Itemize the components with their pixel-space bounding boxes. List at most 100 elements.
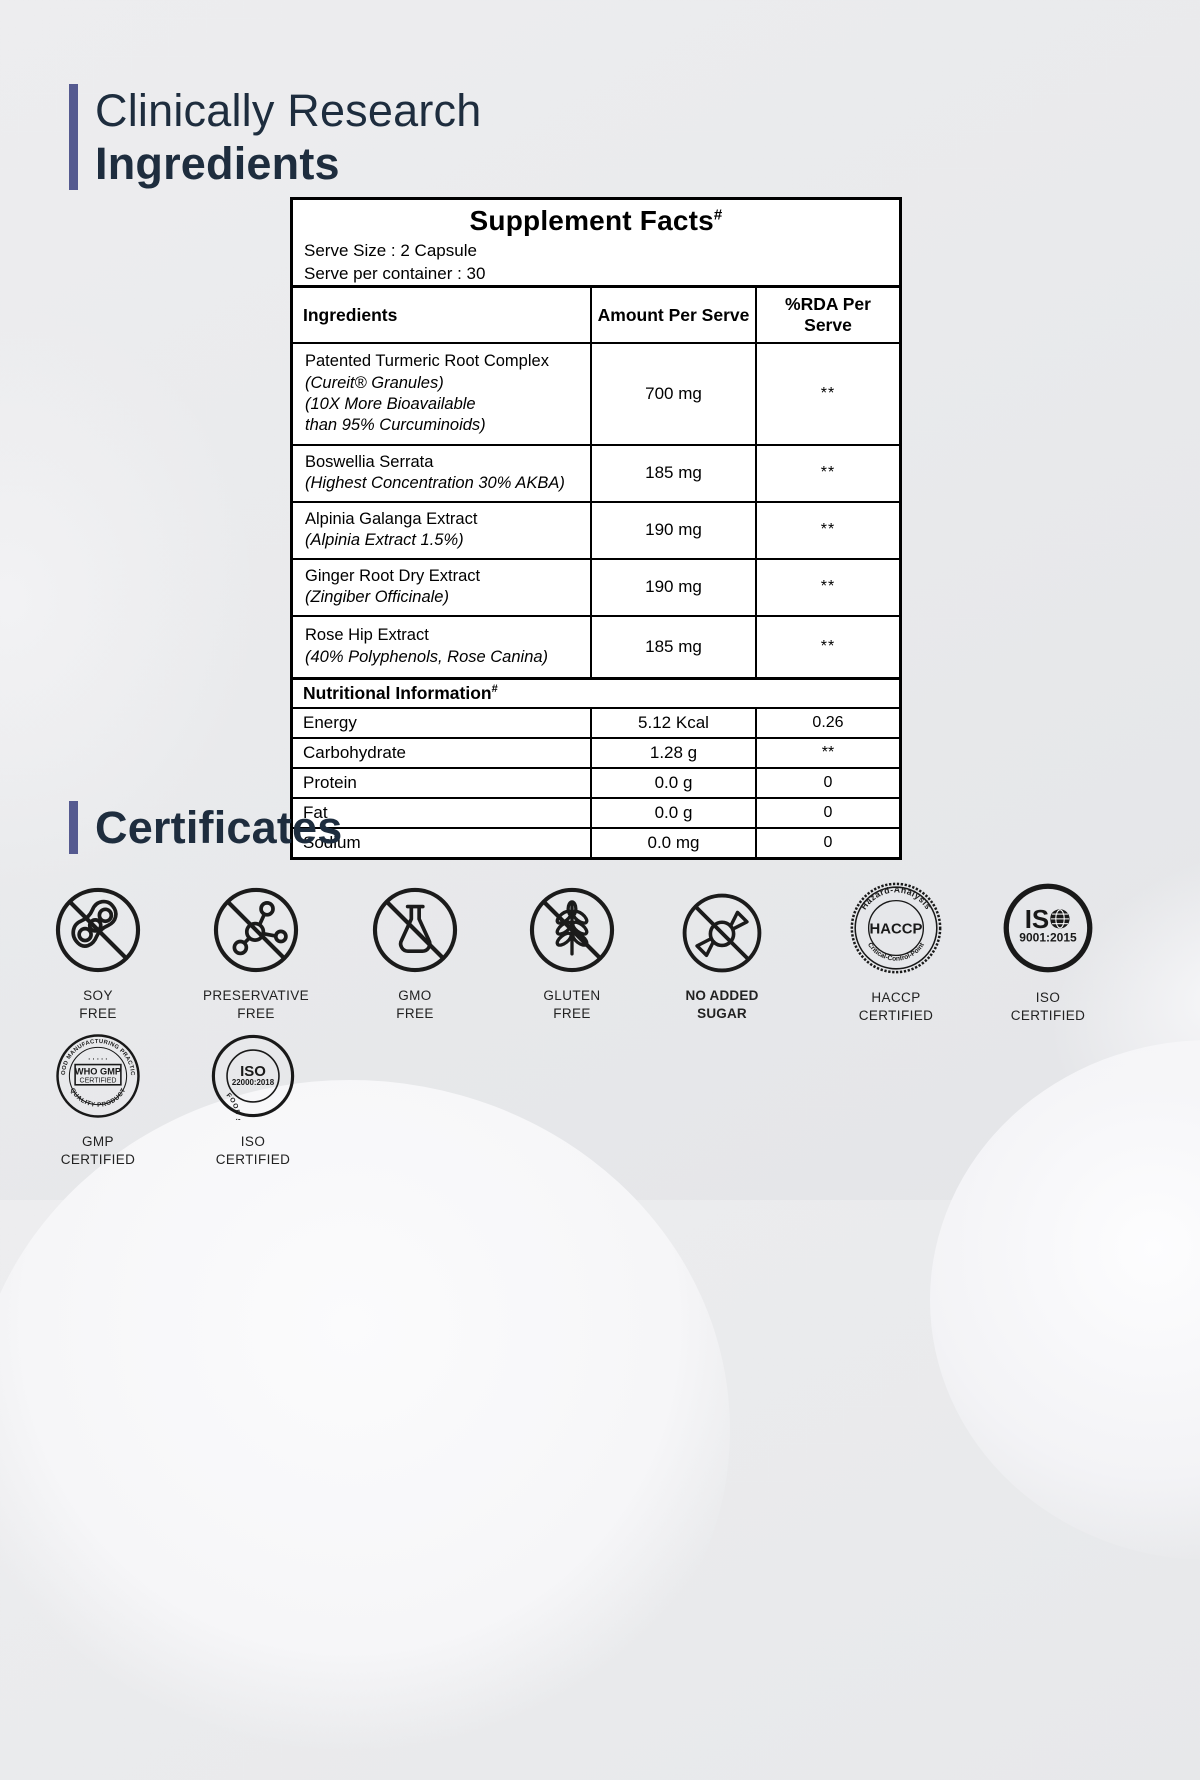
iso-22000-badge-icon: FOOD SAFETY MANAGEMENT SYSTEM ISO 22000:…: [209, 1034, 295, 1120]
cert-label-line: GMP: [82, 1134, 114, 1149]
col-header-ingredients: Ingredients: [303, 304, 398, 325]
iso-22000-year-text: 22000:2018: [232, 1078, 275, 1087]
ingredient-name: Rose Hip Extract (40% Polyphenols, Rose …: [293, 617, 590, 677]
ingredient-line: Rose Hip Extract: [305, 626, 429, 645]
amount-value: 0.0 g: [590, 768, 755, 797]
table-row: Alpinia Galanga Extract (Alpinia Extract…: [293, 500, 899, 558]
amount-value: 0.0 mg: [590, 828, 755, 857]
background-blob: [0, 1080, 730, 1780]
rda-value: **: [755, 559, 899, 615]
cert-gmo-free: GMO FREE: [333, 884, 497, 1023]
cert-preservative-free: PRESERVATIVE FREE: [174, 884, 338, 1023]
ingredient-line: (40% Polyphenols, Rose Canina): [305, 647, 549, 666]
svg-text:Hazard-Analysis: Hazard-Analysis: [859, 884, 934, 911]
ingredient-line: Ginger Root Dry Extract: [305, 566, 481, 585]
table-row: Ginger Root Dry Extract (Zingiber Offici…: [293, 557, 899, 615]
supplement-facts-title-text: Supplement Facts: [469, 205, 714, 236]
rda-value: 0: [755, 798, 899, 827]
iso-9001-badge-icon: ISO 9001:2015: [1003, 883, 1093, 973]
ingredient-name: Alpinia Galanga Extract (Alpinia Extract…: [293, 503, 590, 558]
supplement-facts-title: Supplement Facts#: [293, 200, 899, 239]
cert-label: NO ADDED SUGAR: [640, 987, 804, 1023]
rda-value: **: [755, 616, 899, 677]
cert-label: ISO CERTIFIED: [171, 1133, 335, 1169]
cert-iso-22000: FOOD SAFETY MANAGEMENT SYSTEM ISO 22000:…: [171, 1032, 335, 1169]
iso-9001-year-text: 9001:2015: [1019, 930, 1077, 944]
gmp-arc-bottom-text: QUALITY PRODUCT: [68, 1087, 127, 1109]
rda-value: **: [755, 738, 899, 767]
gmp-badge-icon: GOOD MANUFACTURING PRACTICE · · · · · WH…: [54, 1032, 140, 1118]
amount-value: 700 mg: [590, 344, 755, 444]
nutrition-row: Carbohydrate 1.28 g **: [293, 736, 899, 767]
cert-label: PRESERVATIVE FREE: [174, 987, 338, 1023]
iso-22000-text: ISO: [240, 1063, 266, 1080]
nutrient-name: Sodium: [303, 832, 361, 852]
nutrient-name: Fat: [303, 802, 328, 822]
no-added-sugar-icon: [682, 893, 762, 973]
section-heading-ingredients: Clinically Research Ingredients: [69, 84, 481, 191]
col-header-amount: Amount Per Serve: [590, 288, 755, 342]
ingredient-line: (Zingiber Officinale): [305, 588, 449, 607]
gluten-free-icon: [529, 887, 615, 973]
haccp-arc-top-text: Hazard-Analysis: [859, 884, 933, 911]
col-header-rda: %RDA Per Serve: [755, 288, 899, 342]
cert-label: ISO CERTIFIED: [966, 989, 1130, 1025]
amount-value: 0.0 g: [590, 798, 755, 827]
table-header-row: Ingredients Amount Per Serve %RDA Per Se…: [293, 285, 899, 342]
gmo-free-icon: [372, 887, 458, 973]
amount-value: 185 mg: [590, 446, 755, 501]
cert-label: GMP CERTIFIED: [16, 1133, 180, 1169]
cert-iso-9001: ISO 9001:2015 ISO CERTIFIED: [966, 880, 1130, 1025]
serve-per-container: Serve per container : 30: [304, 264, 486, 283]
supplement-facts-title-sup: #: [713, 206, 723, 224]
rda-value: **: [755, 446, 899, 501]
amount-value: 190 mg: [590, 502, 755, 558]
cert-label: GLUTEN FREE: [490, 987, 654, 1023]
amount-value: 1.28 g: [590, 738, 755, 767]
amount-value: 185 mg: [590, 616, 755, 677]
cert-label-line: PRESERVATIVE: [202, 988, 310, 1003]
cert-label: GMO FREE: [333, 987, 497, 1023]
nutrient-name: Energy: [303, 712, 357, 732]
ingredient-line: than 95% Curcuminoids): [305, 416, 486, 435]
cert-label-line: GLUTEN: [543, 988, 601, 1003]
soy-free-icon: [55, 887, 141, 973]
ingredient-line: (Cureit® Granules): [305, 373, 444, 392]
table-row: Rose Hip Extract (40% Polyphenols, Rose …: [293, 614, 899, 677]
svg-text:QUALITY PRODUCT: QUALITY PRODUCT: [68, 1087, 127, 1109]
ingredient-line: (10X More Bioavailable: [305, 395, 476, 413]
ingredient-line: (Alpinia Extract 1.5%): [305, 531, 464, 550]
nutrition-row: Fat 0.0 g 0: [293, 796, 899, 827]
table-row: Patented Turmeric Root Complex (Cureit® …: [293, 342, 899, 444]
ingredient-line: Boswellia Serrata: [305, 453, 434, 471]
nutrition-row: Sodium 0.0 mg 0: [293, 826, 899, 857]
cert-gmp: GOOD MANUFACTURING PRACTICE · · · · · WH…: [16, 1032, 180, 1169]
certificates-heading-text: Certificates: [95, 802, 343, 853]
nutrition-row: Energy 5.12 Kcal 0.26: [293, 706, 899, 737]
nutrition-header-text: Nutritional Information: [303, 682, 492, 703]
haccp-center-text: HACCP: [870, 921, 923, 937]
rda-value: 0: [755, 768, 899, 797]
haccp-badge-icon: Hazard-Analysis HACCP Critical-Control-P…: [850, 882, 942, 974]
cert-label-line: CERTIFIED: [215, 1152, 291, 1168]
rda-value: 0: [755, 828, 899, 857]
cert-label-line: SOY: [83, 988, 113, 1003]
nutrition-section-header: Nutritional Information#: [293, 676, 899, 707]
cert-no-added-sugar: NO ADDED SUGAR: [640, 890, 804, 1023]
preservative-free-icon: [213, 887, 299, 973]
amount-value: 190 mg: [590, 559, 755, 615]
ingredient-name: Patented Turmeric Root Complex (Cureit® …: [293, 344, 590, 444]
cert-label: SOY FREE: [16, 987, 180, 1023]
nutrition-header-sup: #: [491, 682, 498, 695]
ingredient-name: Boswellia Serrata (Highest Concentration…: [293, 446, 590, 501]
cert-label: HACCP CERTIFIED: [814, 989, 978, 1025]
gmp-dots: · · · · ·: [88, 1056, 108, 1063]
cert-haccp: Hazard-Analysis HACCP Critical-Control-P…: [814, 880, 978, 1025]
cert-label-line: FREE: [79, 1006, 117, 1022]
cert-label-line: FREE: [396, 1006, 434, 1022]
rda-value: 0.26: [755, 708, 899, 737]
ingredient-line: (Highest Concentration 30% AKBA): [305, 474, 565, 493]
cert-gluten-free: GLUTEN FREE: [490, 884, 654, 1023]
cert-soy-free: SOY FREE: [16, 884, 180, 1023]
serve-size: Serve Size : 2 Capsule: [304, 241, 477, 260]
